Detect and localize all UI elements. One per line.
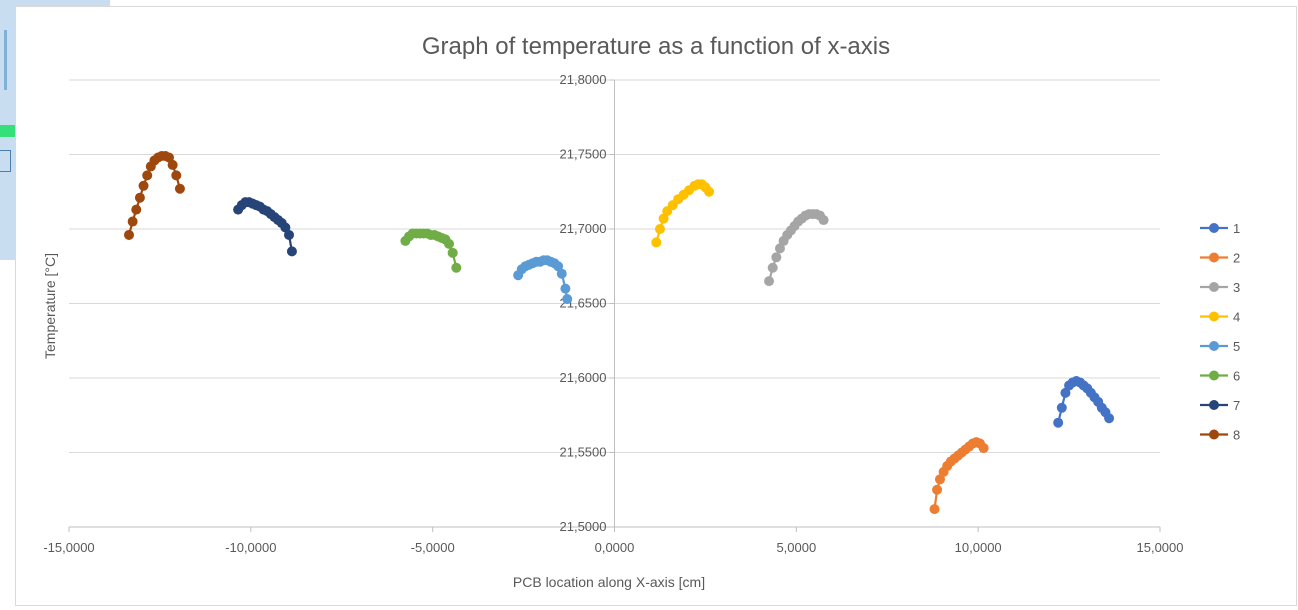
series-6-point [451, 262, 462, 273]
legend-item-2: 2 [1200, 251, 1240, 266]
series-1 [1053, 375, 1115, 428]
series-5-point [560, 283, 571, 294]
chart-title: Graph of temperature as a function of x-… [422, 33, 890, 60]
legend-marker-8 [1209, 429, 1219, 440]
legend-marker-3 [1209, 282, 1219, 292]
legend-label-8: 8 [1233, 428, 1240, 443]
legend-label-4: 4 [1233, 310, 1240, 325]
series-2-point [978, 443, 989, 454]
series-2 [929, 437, 989, 515]
legend-marker-2 [1209, 252, 1219, 263]
series-7 [233, 197, 297, 257]
x-tick-label-2: -5,0000 [411, 540, 455, 555]
y-axis-label: Temperature [°C] [42, 253, 58, 359]
series-4-point [658, 213, 669, 224]
series-6 [400, 228, 462, 273]
legend-marker-4 [1209, 311, 1219, 322]
y-tick-label-1: 21,5500 [560, 445, 607, 460]
x-tick-label-1: -10,0000 [225, 540, 276, 555]
series-8-point [138, 180, 149, 191]
series-8-point [124, 229, 135, 240]
x-tick-label-5: 10,0000 [955, 540, 1002, 555]
legend-item-4: 4 [1200, 310, 1240, 325]
legend-marker-6 [1209, 370, 1219, 381]
series-4-point [704, 186, 715, 197]
background-blue-strip [4, 30, 7, 90]
legend: 1 2 3 4 5 6 7 8 [1200, 221, 1240, 443]
legend-item-3: 3 [1200, 280, 1240, 295]
background-green-strip [0, 125, 16, 137]
series-8-point [164, 152, 175, 163]
series-6-point [447, 247, 458, 258]
legend-label-5: 5 [1233, 339, 1240, 354]
legend-item-5: 5 [1200, 339, 1240, 354]
series-5 [513, 255, 573, 305]
x-tick-label-0: -15,0000 [43, 540, 94, 555]
series-8-point [127, 216, 138, 227]
legend-item-1: 1 [1200, 221, 1240, 236]
x-axis-label: PCB location along X-axis [cm] [513, 574, 705, 590]
series-8-point [167, 159, 178, 170]
background-outline [0, 150, 11, 172]
series-1-point [1056, 402, 1067, 413]
series-4-point [651, 237, 662, 248]
series-7-point [286, 246, 297, 257]
series-7-point [284, 229, 295, 240]
series-2-point [932, 484, 943, 495]
y-tick-label-6: 21,8000 [560, 72, 607, 87]
legend-item-6: 6 [1200, 369, 1240, 384]
legend-label-1: 1 [1233, 221, 1240, 236]
legend-marker-7 [1209, 400, 1219, 410]
y-tick-label-4: 21,7000 [560, 221, 607, 236]
y-tick-label-0: 21,5000 [560, 519, 607, 534]
series-5-point [556, 268, 567, 279]
series-5-point [562, 294, 573, 305]
series-2-point [934, 474, 945, 485]
plot-series [124, 150, 1115, 515]
series-8-point [171, 170, 182, 181]
x-tick-label-3: 0,0000 [595, 540, 635, 555]
x-tick-label-4: 5,0000 [776, 540, 816, 555]
series-3-point [774, 243, 785, 254]
series-8-point [131, 204, 142, 215]
series-8-point [142, 170, 153, 181]
series-1-point [1053, 417, 1064, 428]
tick-labels: -15,0000 -10,0000 -5,0000 0,0000 5,0000 10,00… [43, 72, 1183, 555]
y-tick-label-2: 21,6000 [560, 370, 607, 385]
legend-marker-1 [1209, 223, 1219, 233]
series-8-point [174, 183, 185, 194]
series-3-point [818, 215, 829, 226]
legend-item-7: 7 [1200, 398, 1240, 413]
legend-label-6: 6 [1233, 369, 1240, 384]
series-1-point [1104, 413, 1115, 424]
series-4 [651, 179, 715, 248]
series-5-point [553, 261, 564, 272]
series-3-point [771, 252, 782, 263]
series-2-point [929, 504, 940, 515]
series-3 [764, 209, 829, 287]
legend-marker-5 [1209, 341, 1219, 351]
series-6-point [444, 238, 455, 249]
series-1-point [1060, 387, 1071, 398]
series-3-point [767, 262, 778, 273]
series-4-point [654, 224, 665, 234]
series-8 [124, 150, 185, 240]
series-3-point [764, 276, 775, 287]
series-7-point [280, 222, 291, 233]
legend-item-8: 8 [1200, 428, 1240, 443]
y-tick-label-5: 21,7500 [560, 147, 607, 162]
scatter-chart: Graph of temperature as a function of x-… [42, 33, 1240, 590]
series-8-point [134, 192, 145, 203]
legend-label-7: 7 [1233, 398, 1240, 413]
legend-label-3: 3 [1233, 280, 1240, 295]
x-tick-label-6: 15,0000 [1137, 540, 1184, 555]
legend-label-2: 2 [1233, 251, 1240, 266]
axes [68, 79, 1161, 532]
chart-area[interactable]: Graph of temperature as a function of x-… [15, 6, 1297, 606]
